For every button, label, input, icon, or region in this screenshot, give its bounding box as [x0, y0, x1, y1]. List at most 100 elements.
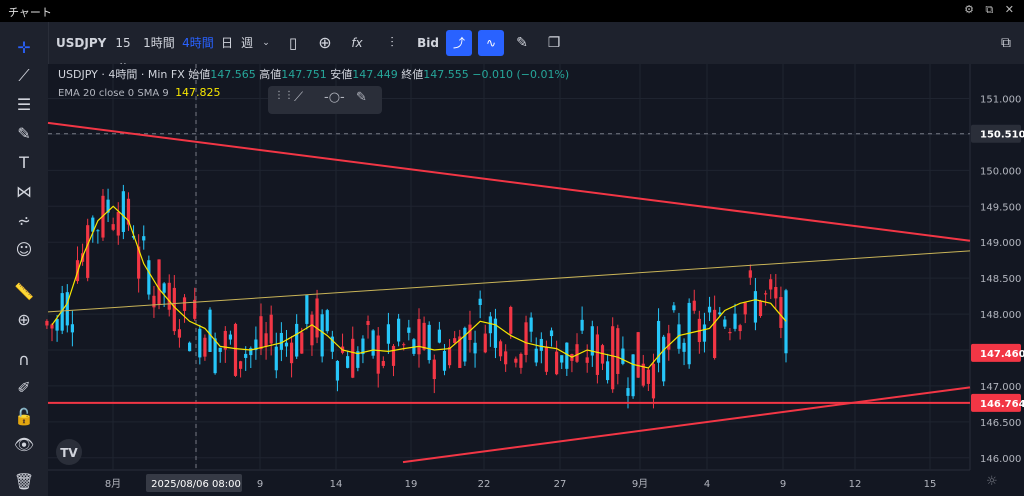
candle-body	[218, 347, 222, 352]
fullscreen-icon[interactable]: ⧉	[1001, 35, 1011, 51]
drawing-sidebar: ✛ ⟋ ☰ ✎ T ⋈ ⩫ ☺ 📏 ⊕ ∩ ✐ 🔓 👁 🗑	[0, 22, 49, 496]
interval-week[interactable]: 週	[240, 36, 253, 50]
symbol-button[interactable]: USDJPY	[56, 36, 107, 50]
ruler-icon[interactable]: 📏	[14, 282, 34, 301]
ema-legend[interactable]: EMA 20 close 0 SMA 9 147.825	[58, 86, 221, 99]
candles-icon[interactable]: ▯	[288, 34, 298, 52]
zoom-icon[interactable]: ⊕	[17, 310, 31, 329]
change-value: −0.010 (−0.01%)	[472, 68, 570, 81]
candle-body	[769, 279, 773, 290]
candle-body	[626, 388, 630, 396]
candle-body	[91, 217, 95, 232]
emoji-icon[interactable]: ☺	[15, 240, 33, 259]
interval-day[interactable]: 日	[220, 36, 233, 50]
candle-body	[616, 328, 620, 374]
x-tick-label: 14	[330, 479, 343, 490]
y-tick-label: 151.000	[980, 94, 1021, 105]
settings-gear-icon[interactable]: ☼	[986, 474, 998, 489]
prediction-icon[interactable]: ⩫	[17, 211, 31, 230]
candle-body	[723, 319, 727, 327]
candle-body	[702, 324, 707, 342]
candle-body	[325, 310, 329, 332]
trendline-icon[interactable]: ⟋	[18, 66, 30, 85]
candle-body	[733, 313, 737, 329]
add-icon[interactable]: ⊕	[318, 33, 332, 52]
candle-body	[126, 198, 131, 225]
candle-body	[361, 338, 365, 355]
indicators-icon[interactable]: fx	[351, 36, 363, 50]
candle-body	[417, 319, 421, 355]
eye-icon[interactable]: 👁	[13, 435, 35, 454]
brush-icon[interactable]: ✎	[17, 124, 31, 143]
candle-body	[662, 336, 666, 382]
candle-body	[748, 270, 752, 278]
candle-body	[488, 316, 492, 334]
price-label-text: 147.460	[980, 349, 1024, 360]
price-label-box	[971, 393, 1021, 412]
interval-4h[interactable]: 4時間	[182, 36, 214, 50]
window-controls-icon[interactable]: ⚙ ⧉ ✕	[964, 3, 1018, 16]
crosshair-icon[interactable]: ✛	[17, 38, 31, 57]
layout-icon[interactable]: ❐	[547, 35, 561, 51]
text-icon[interactable]: T	[19, 153, 29, 172]
window-title: チャート	[8, 6, 52, 19]
crosshair-time-box	[146, 474, 242, 492]
candle-body	[738, 325, 742, 332]
candle-body	[50, 324, 54, 329]
candle-body	[453, 338, 457, 343]
candle-body	[509, 306, 513, 334]
y-tick-label: 149.000	[980, 238, 1021, 249]
lock-icon[interactable]: 🔓	[14, 407, 34, 426]
fib-icon[interactable]: ☰	[16, 95, 32, 114]
candle-body	[264, 333, 268, 347]
candle-body	[504, 351, 508, 365]
low-label: 安値	[330, 68, 353, 81]
candle-body	[447, 347, 452, 366]
pattern-icon[interactable]: ⋈	[16, 182, 32, 201]
candle-body	[182, 297, 187, 311]
candle-body	[249, 348, 253, 356]
candle-body	[96, 230, 100, 232]
compare-icon[interactable]: ⫶	[390, 35, 394, 51]
trendline-icon[interactable]: ⟋	[294, 90, 304, 105]
candle-body	[672, 305, 676, 311]
interval-1h[interactable]: 1時間	[143, 36, 175, 50]
open-label: 始値	[188, 68, 211, 81]
magnet-icon[interactable]: ∩	[18, 350, 30, 369]
candle-body	[529, 317, 533, 332]
candle-body	[753, 291, 758, 323]
chevron-down-icon[interactable]: ⌄	[262, 38, 270, 48]
candle-body	[468, 324, 472, 340]
line-icon[interactable]: ⤴	[446, 30, 472, 56]
lock-draw-icon[interactable]: ✐	[17, 378, 31, 397]
candle-body	[493, 318, 498, 348]
candle-body	[549, 330, 554, 337]
candle-body	[188, 342, 192, 352]
candle-body	[121, 191, 125, 232]
ohlc-legend: USDJPY · 4時間 · Min FX 始値147.565 高値147.75…	[58, 68, 570, 81]
brush-icon[interactable]: ✎	[516, 35, 528, 51]
candle-body	[427, 324, 431, 361]
high-label: 高値	[259, 68, 282, 81]
pulse-icon[interactable]: ∿	[478, 30, 504, 56]
candle-body	[177, 329, 182, 338]
x-tick-label: 8月	[105, 478, 121, 490]
bid-button[interactable]: Bid	[417, 36, 439, 50]
plot-area	[48, 64, 970, 470]
drag-handle-icon[interactable]: ⋮⋮	[274, 90, 294, 101]
candle-body	[279, 332, 283, 350]
horizontal-line-icon[interactable]: -○-	[324, 90, 345, 105]
candle-body	[682, 342, 686, 352]
candle-body	[274, 346, 278, 371]
candle-body	[376, 335, 380, 374]
trash-icon[interactable]: 🗑	[13, 472, 35, 491]
candle-body	[432, 359, 436, 380]
brush-icon[interactable]: ✎	[356, 90, 367, 105]
candle-body	[534, 348, 538, 363]
candle-body	[524, 322, 528, 355]
candle-body	[718, 312, 722, 315]
candle-body	[498, 341, 503, 357]
title-bar: チャート ⚙ ⧉ ✕	[0, 0, 1024, 22]
candle-body	[437, 329, 441, 343]
